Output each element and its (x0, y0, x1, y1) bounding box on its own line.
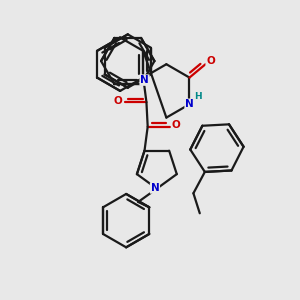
Text: H: H (194, 92, 202, 101)
Text: N: N (185, 99, 194, 109)
Text: O: O (206, 56, 215, 66)
Text: O: O (172, 120, 180, 130)
Text: O: O (114, 96, 123, 106)
Text: N: N (151, 183, 159, 193)
Text: N: N (140, 75, 149, 85)
